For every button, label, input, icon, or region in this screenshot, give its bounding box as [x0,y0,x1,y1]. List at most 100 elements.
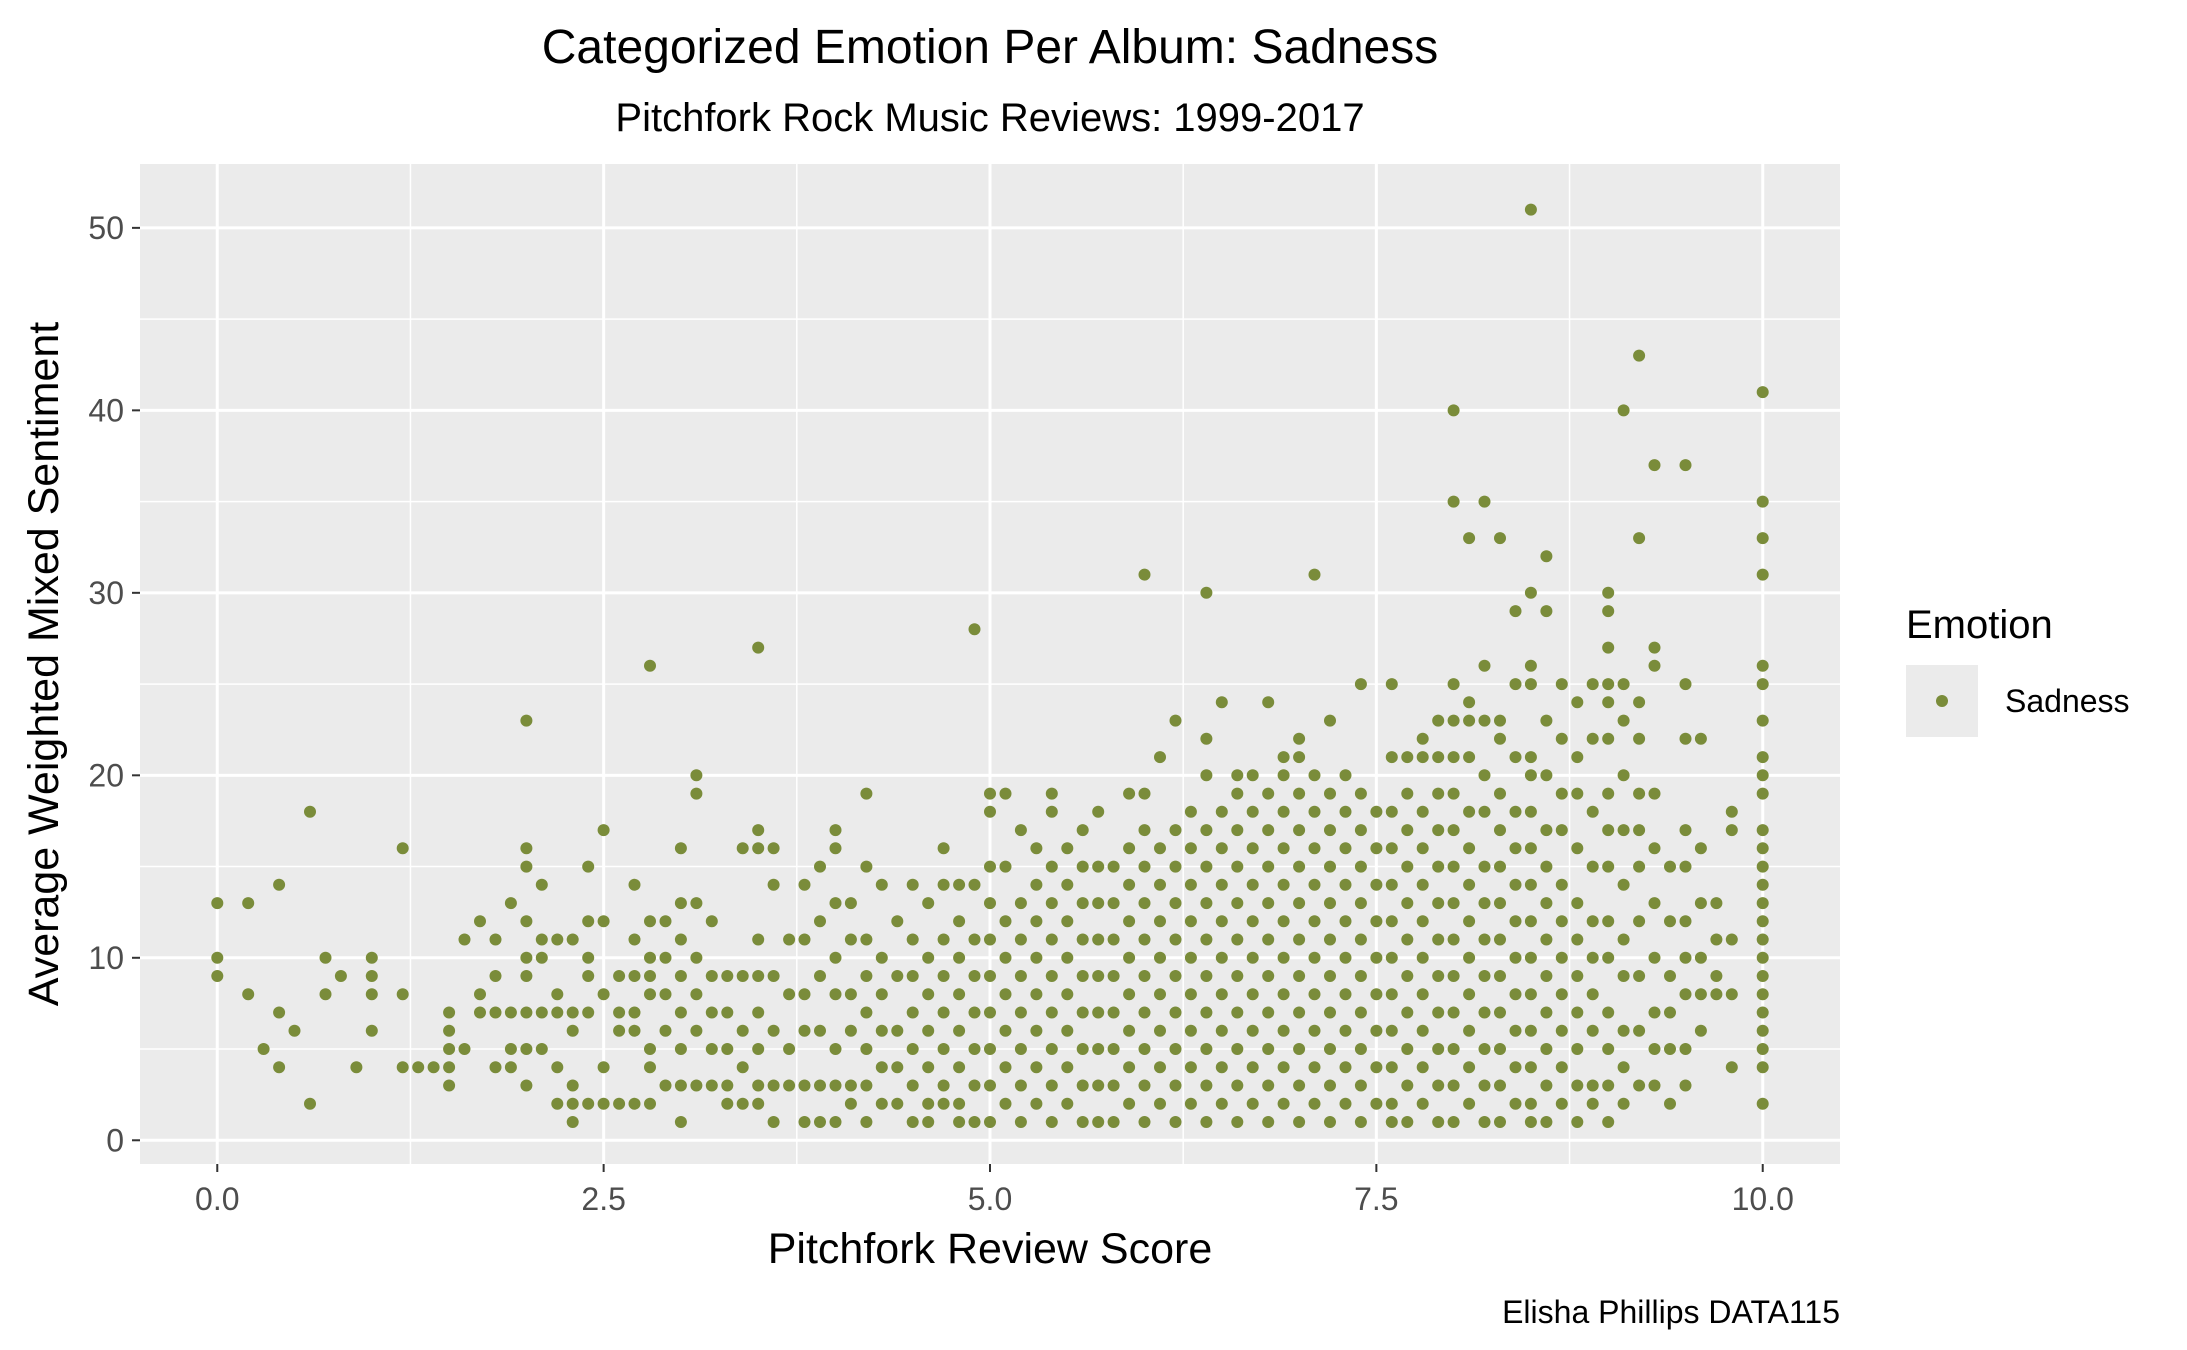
data-point [922,988,935,1001]
data-point [1200,897,1213,910]
data-point [690,951,703,964]
data-point [304,805,316,818]
data-point [1385,751,1398,764]
data-point [412,1061,425,1074]
x-tick-label: 10.0 [1732,1181,1794,1217]
data-point [520,951,533,964]
data-point [644,970,656,982]
data-point [1478,659,1491,672]
data-point [999,988,1012,1001]
data-point [1447,970,1460,982]
data-point [1679,459,1692,472]
data-point [1494,1043,1506,1055]
data-point [1385,805,1398,818]
data-point [474,1006,486,1019]
data-point [705,1079,718,1092]
data-point [968,878,981,891]
data-point [1293,751,1306,764]
data-point [1231,1043,1244,1055]
data-points [211,203,1769,1128]
data-point [1509,1097,1522,1110]
data-point [1586,1097,1599,1110]
data-point [1184,915,1197,928]
data-point [1540,970,1553,982]
data-point [798,1116,811,1128]
data-point [1555,732,1568,745]
data-point [798,988,811,1001]
data-point [1169,1079,1182,1092]
data-point [566,1006,579,1019]
data-point [1308,1024,1321,1037]
data-point [1756,970,1769,982]
data-point [1169,1043,1182,1055]
data-point [1200,1043,1213,1055]
data-point [1308,915,1321,928]
data-point [1664,1006,1676,1019]
data-point [1586,1024,1599,1037]
data-point [1154,878,1166,891]
data-point [1478,860,1491,873]
data-point [953,988,966,1001]
data-point [1432,824,1445,837]
data-point [1571,787,1584,800]
data-point [1524,1116,1537,1128]
data-point [1138,824,1151,837]
data-point [1231,933,1244,946]
data-point [1725,824,1738,837]
data-point [1679,860,1692,873]
data-point [1169,970,1182,982]
data-point [582,1006,595,1019]
data-point [922,1024,935,1037]
data-point [1725,933,1738,946]
legend-label-sadness: Sadness [2005,683,2130,719]
data-point [860,1116,873,1128]
data-point [1123,787,1136,800]
data-point [1215,842,1228,855]
data-point [1463,915,1476,928]
data-point [1092,1079,1105,1092]
data-point [1184,842,1197,855]
data-point [1571,696,1584,709]
data-point [1354,1043,1367,1055]
data-point [1725,1061,1738,1074]
data-point [1509,1061,1522,1074]
data-point [1370,1061,1383,1074]
data-point [1045,1043,1058,1055]
data-point [1215,1024,1228,1037]
data-point [1509,751,1522,764]
data-point [474,988,486,1001]
data-point [504,1043,517,1055]
data-point [1293,787,1306,800]
chart-caption: Elisha Phillips DATA115 [1502,1294,1840,1330]
data-point [535,1006,548,1019]
y-tick-label: 10 [88,940,124,976]
data-point [489,1061,502,1074]
data-point [1262,1079,1275,1092]
data-point [906,1116,919,1128]
data-point [613,1097,626,1110]
data-point [1231,824,1244,837]
data-point [690,1024,703,1037]
data-point [891,970,904,982]
data-point [1262,1043,1275,1055]
data-point [690,787,703,800]
data-point [1509,988,1522,1001]
data-point [1756,532,1769,545]
data-point [1385,915,1398,928]
data-point [659,951,672,964]
data-point [458,933,471,946]
data-point [1324,1043,1336,1055]
data-point [1540,1006,1553,1019]
data-point [1725,988,1738,1001]
data-point [644,915,656,928]
data-point [1694,951,1707,964]
data-point [1602,1079,1615,1092]
x-tick-label: 0.0 [195,1181,239,1217]
data-point [1308,878,1321,891]
data-point [829,1043,842,1055]
data-point [613,1006,626,1019]
data-point [628,933,641,946]
data-point [860,860,873,873]
data-point [1648,1006,1661,1019]
data-point [365,970,378,982]
